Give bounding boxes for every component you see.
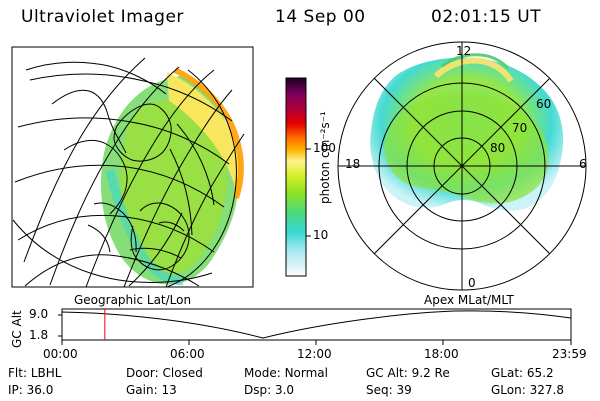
polar-hour-label-18: 18 <box>345 157 361 171</box>
timeline-y-axis-label: GC Alt <box>10 310 24 348</box>
polar-lat-label-80: 80 <box>490 141 506 155</box>
polar-hour-label-12: 12 <box>456 44 472 58</box>
footer-value: 65.2 <box>526 366 554 380</box>
timeline-x-label-1800: 18:00 <box>424 347 459 361</box>
footer-value: 36.0 <box>26 383 54 397</box>
timeline-y-tick-label-1-8: 1.8 <box>29 328 49 342</box>
colorbar <box>285 77 307 277</box>
footer-row-1: Flt: LBHL Door: Closed Mode: Normal GC A… <box>8 366 592 384</box>
map-coastline <box>63 139 128 215</box>
polar-yellow-arc <box>433 57 514 83</box>
footer-value: Normal <box>284 366 328 380</box>
polar-green-arc <box>441 53 510 70</box>
footer-item-flt: Flt: LBHL <box>8 366 61 380</box>
geographic-yellow-band <box>167 72 242 199</box>
map-longitude-line <box>169 148 193 236</box>
timeline-x-label-2359: 23:59 <box>552 347 587 361</box>
map-latitude-line <box>24 254 200 287</box>
footer-label: GLon: <box>491 383 526 397</box>
timeline-y-tick-label-9: 9.0 <box>29 307 49 321</box>
apex-caption: Apex MLat/MLT <box>424 293 514 307</box>
footer-label: GC Alt: <box>366 366 408 380</box>
footer-value: 13 <box>161 383 177 397</box>
timeline-x-label-0600: 06:00 <box>170 347 205 361</box>
map-latitude-line <box>29 73 233 122</box>
footer-label: Seq: <box>366 383 393 397</box>
polar-lat-label-70: 70 <box>512 121 528 135</box>
footer-item-glat: GLat: 65.2 <box>491 366 554 380</box>
instrument-title: Ultraviolet Imager <box>21 7 184 27</box>
map-longitude-line <box>123 89 233 287</box>
footer-item-gain: Gain: 13 <box>126 383 177 397</box>
footer-label: Door: <box>126 366 159 380</box>
footer-label: Mode: <box>244 366 281 380</box>
gc-altitude-curve <box>61 310 572 339</box>
footer-item-seq: Seq: 39 <box>366 383 412 397</box>
footer-value: LBHL <box>30 366 62 380</box>
map-coastline <box>51 89 127 154</box>
date-label: 14 Sep 00 <box>275 7 366 27</box>
footer-item-gc-alt: GC Alt: 9.2 Re <box>366 366 450 380</box>
footer-item-ip: IP: 36.0 <box>8 383 53 397</box>
timeline-frame <box>61 308 572 341</box>
footer-label: Dsp: <box>244 383 272 397</box>
map-coastline <box>93 202 137 253</box>
map-landmass-outline <box>87 224 111 253</box>
footer-item-mode: Mode: Normal <box>244 366 328 380</box>
map-coastline <box>25 61 167 95</box>
geographic-cyan-band <box>105 169 184 286</box>
footer-item-glon: GLon: 327.8 <box>491 383 564 397</box>
map-latitude-line <box>14 164 225 208</box>
footer-label: Gain: <box>126 383 158 397</box>
map-longitude-line <box>165 133 245 287</box>
geographic-map-content <box>12 57 245 287</box>
time-label: 02:01:15 UT <box>431 7 542 27</box>
map-landmass-outline <box>129 247 182 259</box>
polar-hour-label-0: 0 <box>468 276 476 290</box>
greenland-outline <box>113 103 172 162</box>
footer-value: Closed <box>162 366 203 380</box>
footer-label: GLat: <box>491 366 524 380</box>
geographic-orange-edge <box>173 67 244 199</box>
map-landmass-outline <box>158 221 185 232</box>
footer-value: 327.8 <box>529 383 564 397</box>
footer-value: 3.0 <box>274 383 295 397</box>
map-latitude-line <box>17 117 230 165</box>
timeline-x-label-1200: 12:00 <box>297 347 332 361</box>
colorbar-tick-label-10: 10 <box>313 228 329 242</box>
map-latitude-line <box>12 219 213 283</box>
footer-item-door: Door: Closed <box>126 366 203 380</box>
map-longitude-line <box>85 69 215 287</box>
map-longitude-line <box>176 123 215 206</box>
footer-item-dsp: Dsp: 3.0 <box>244 383 294 397</box>
polar-hour-label-6: 6 <box>579 157 587 171</box>
geographic-map-frame <box>11 46 254 288</box>
polar-lat-label-60: 60 <box>536 97 552 111</box>
map-longitude-line <box>49 66 180 286</box>
footer-row-2: IP: 36.0 Gain: 13 Dsp: 3.0 Seq: 39 GLon:… <box>8 383 592 401</box>
colorbar-tick-label-100: 100 <box>313 141 336 155</box>
map-longitude-line <box>128 212 183 287</box>
map-longitude-line <box>23 57 146 263</box>
geographic-caption: Geographic Lat/Lon <box>74 293 192 307</box>
footer-value: 9.2 Re <box>411 366 450 380</box>
footer-label: IP: <box>8 383 23 397</box>
timeline-x-label-0000: 00:00 <box>43 347 78 361</box>
footer-label: Flt: <box>8 366 27 380</box>
terminator-line <box>166 69 237 287</box>
footer-value: 39 <box>396 383 412 397</box>
polar-meridian-diagonal <box>373 77 551 255</box>
